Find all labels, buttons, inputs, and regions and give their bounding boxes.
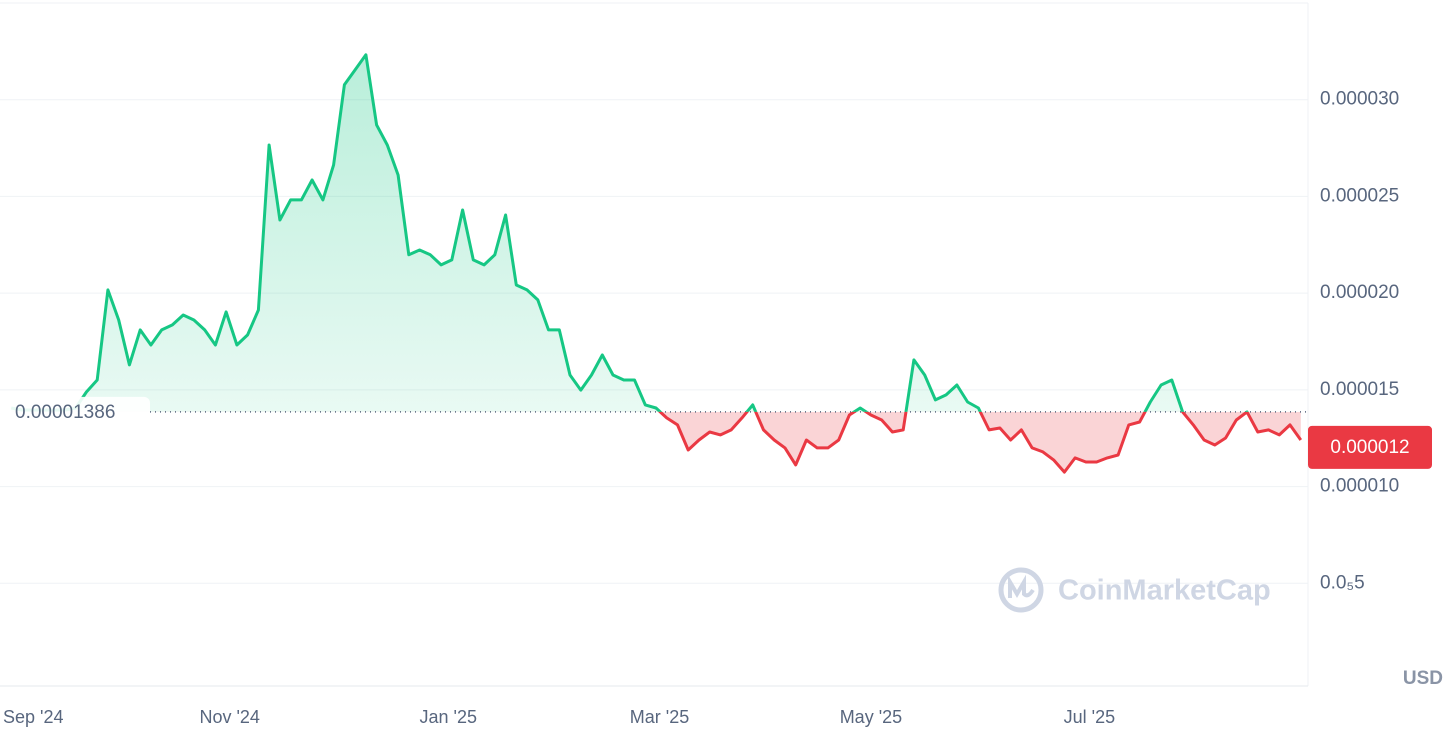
y-tick-label: 0.000025: [1320, 185, 1399, 206]
plot: 0.00001386 0.000012: [8, 53, 1432, 474]
area-up: [11, 54, 1248, 412]
current-price-label: 0.000012: [1330, 437, 1409, 458]
y-tick-label: 0.000015: [1320, 379, 1399, 400]
price-line-up: [10, 53, 1249, 412]
y-tick-label: 0.000030: [1320, 89, 1399, 110]
watermark: CoinMarketCap: [998, 567, 1271, 613]
watermark-logo: [998, 567, 1044, 613]
y-tick-label: 0.000010: [1320, 476, 1399, 497]
y-tick-label: 0.0₅5: [1320, 572, 1365, 593]
y-tick-label: 0.000020: [1320, 282, 1399, 303]
area-down: [11, 411, 1301, 473]
current-price-bg: [1308, 425, 1432, 469]
baseline-label-bg: [8, 396, 150, 427]
x-tick-label: May '25: [840, 707, 902, 727]
price-line-down: [658, 411, 1303, 474]
x-tick-label: Nov '24: [199, 707, 259, 727]
watermark-text: CoinMarketCap: [1058, 575, 1271, 607]
x-tick-label: Mar '25: [630, 707, 689, 727]
x-tick-label: Jul '25: [1064, 707, 1115, 727]
baseline-label: 0.00001386: [15, 402, 115, 423]
x-tick-label: Sep '24: [3, 707, 64, 727]
x-tick-label: Jan '25: [420, 707, 477, 727]
watermark-logo: [1008, 574, 1035, 598]
currency: USD: [1403, 668, 1443, 689]
